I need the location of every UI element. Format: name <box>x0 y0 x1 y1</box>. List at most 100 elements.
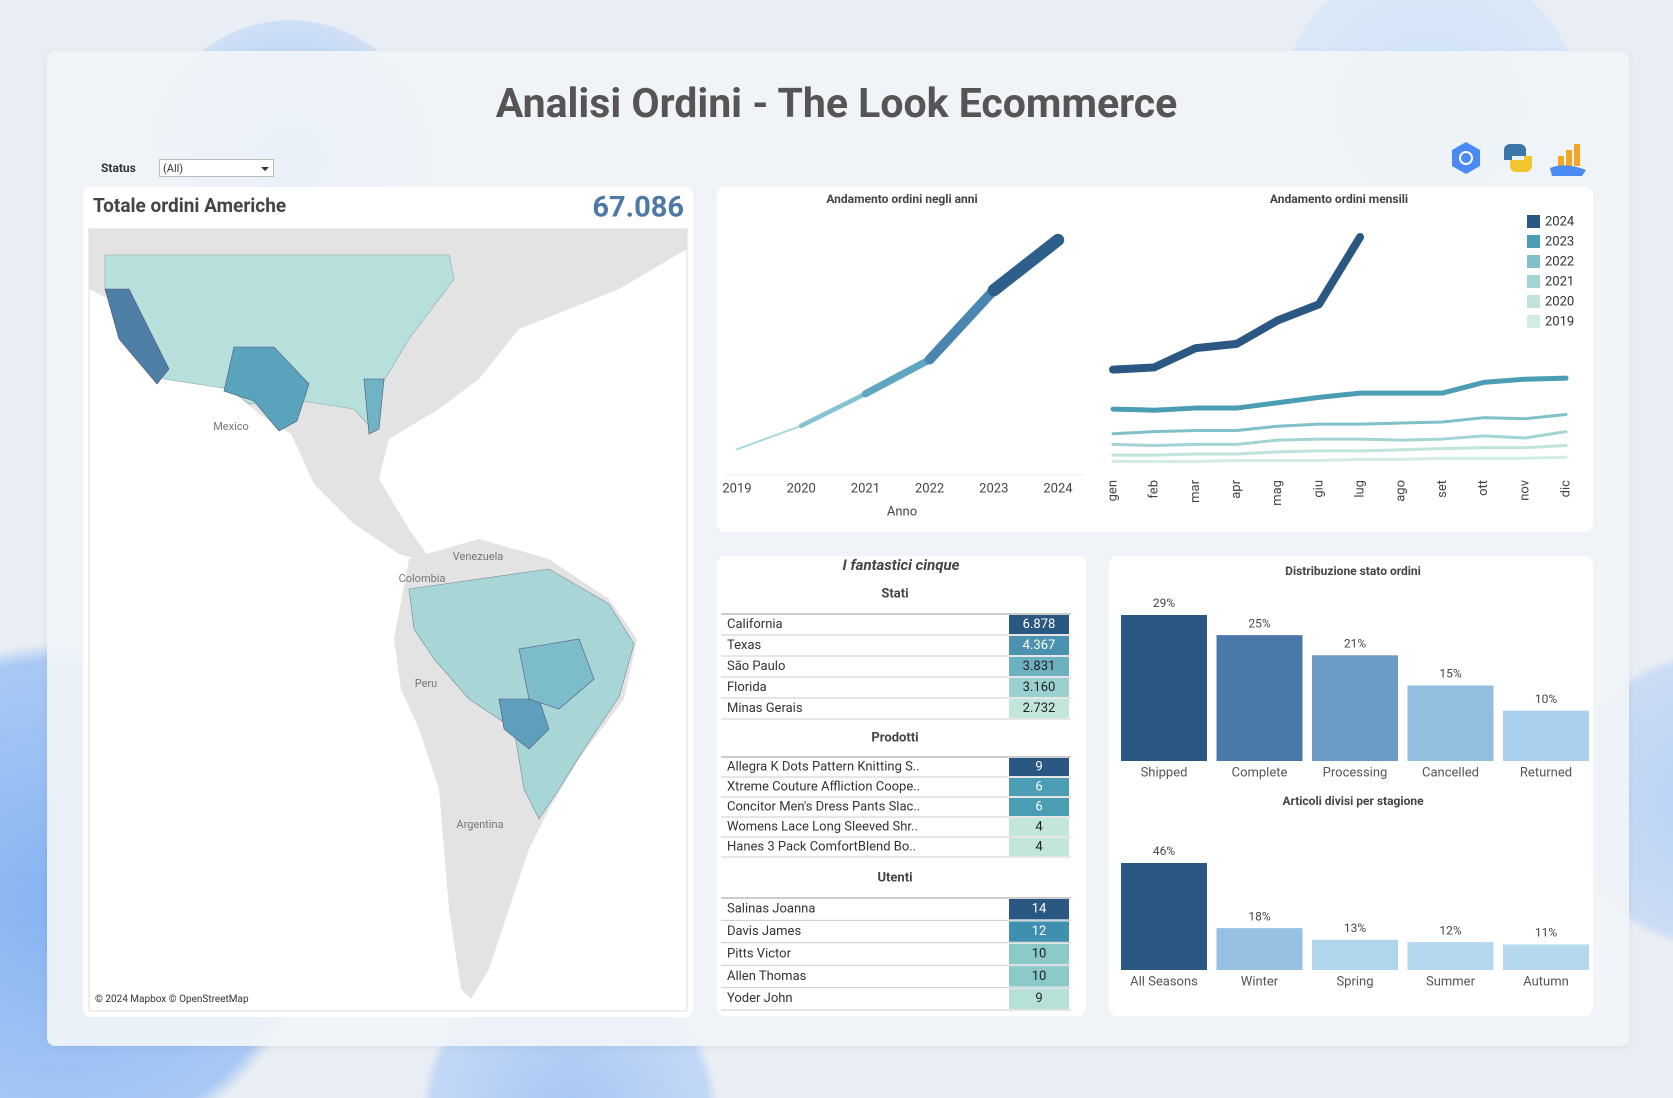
minas-gerais <box>518 638 595 710</box>
legend-label: 2022 <box>1545 254 1574 269</box>
row-name: São Paulo <box>727 659 785 674</box>
row-name: Allen Thomas <box>727 969 807 984</box>
bar <box>1407 942 1494 970</box>
row-name: Davis James <box>727 924 801 939</box>
value-cell <box>1009 818 1069 836</box>
x-tick-label: Shipped <box>1141 765 1188 780</box>
x-tick-label: Processing <box>1323 765 1388 780</box>
value-label: 15% <box>1439 667 1461 681</box>
place-label: Venezuela <box>453 550 504 563</box>
brazil <box>408 568 635 820</box>
analytics-icon <box>1558 156 1564 166</box>
bar <box>1121 615 1207 761</box>
x-tick-label: 2022 <box>915 481 944 496</box>
row-name: Yoder John <box>727 991 793 1006</box>
series-line <box>1111 455 1568 464</box>
series-line <box>1111 430 1568 447</box>
x-tick-label: Winter <box>1241 974 1279 989</box>
series-line <box>1110 375 1569 413</box>
value-cell <box>1009 838 1069 856</box>
place-label: Peru <box>415 677 438 690</box>
row-value: 3.831 <box>1023 659 1056 674</box>
row-name: California <box>727 617 783 632</box>
bar <box>1121 863 1207 970</box>
x-tick-label: Autumn <box>1523 974 1569 989</box>
section-title: Prodotti <box>871 730 918 745</box>
value-cell <box>1009 699 1069 718</box>
legend-swatch <box>1527 235 1540 248</box>
analytics-icon <box>1574 144 1580 166</box>
filter-dropdown[interactable]: (All) <box>159 159 274 177</box>
filter-label: Status <box>101 161 136 175</box>
bar <box>1312 939 1398 970</box>
value-cell <box>1009 943 1069 965</box>
map-shapes <box>89 229 687 999</box>
x-tick-label: 2019 <box>722 481 751 496</box>
line-segment <box>924 285 999 365</box>
value-label: 13% <box>1344 921 1366 935</box>
map-svg: Totale ordini Americhe 67.086 Mexico Ven… <box>88 191 688 1012</box>
x-tick-label: 2020 <box>787 481 816 496</box>
map-title: Totale ordini Americhe <box>93 194 286 217</box>
row-value: 6.878 <box>1023 617 1056 632</box>
map-attribution: © 2024 Mapbox © OpenStreetMap <box>95 993 249 1005</box>
x-tick-label: Returned <box>1520 765 1572 780</box>
row-value: 10 <box>1032 969 1047 984</box>
line-segment <box>798 391 868 429</box>
python-icon <box>1510 156 1532 172</box>
legend-swatch <box>1527 315 1540 328</box>
value-cell <box>1009 636 1069 655</box>
row-name: Texas <box>727 638 762 653</box>
value-label: 18% <box>1248 909 1270 923</box>
value-cell <box>1009 678 1069 697</box>
value-cell <box>1009 798 1069 816</box>
x-tick-label: lug <box>1353 480 1368 498</box>
x-tick-label: Spring <box>1336 974 1373 989</box>
value-label: 12% <box>1439 923 1461 937</box>
value-label: 25% <box>1248 616 1270 630</box>
value-cell <box>1009 988 1069 1009</box>
bar <box>1216 635 1303 761</box>
row-value: 9 <box>1035 759 1042 774</box>
x-tick-label: 2021 <box>851 481 880 496</box>
legend-swatch <box>1527 215 1540 228</box>
legend-label: 2024 <box>1545 214 1575 229</box>
value-label: 10% <box>1535 692 1557 706</box>
x-tick-label: ott <box>1476 480 1491 496</box>
value-cell <box>1009 778 1069 796</box>
bar <box>1312 655 1398 761</box>
value-label: 21% <box>1344 636 1366 650</box>
row-value: 6 <box>1035 799 1042 814</box>
x-tick-label: gen <box>1105 480 1120 501</box>
series-line <box>1111 443 1568 457</box>
row-name: Allegra K Dots Pattern Knitting S.. <box>727 759 920 774</box>
x-tick-label: Cancelled <box>1422 765 1479 780</box>
chart-title: Articoli divisi per stagione <box>1282 794 1424 808</box>
x-tick-label: Summer <box>1426 974 1476 989</box>
value-cell <box>1009 921 1069 942</box>
row-value: 12 <box>1032 924 1047 939</box>
chart-title: Andamento ordini negli anni <box>826 192 977 206</box>
bar <box>1503 710 1589 761</box>
place-label: Colombia <box>399 572 446 585</box>
place-label: Mexico <box>213 420 249 433</box>
legend-label: 2019 <box>1545 314 1574 329</box>
legend-swatch <box>1527 295 1540 308</box>
bigquery-icon <box>1452 142 1480 174</box>
row-name: Xtreme Couture Affliction Coope.. <box>727 779 920 794</box>
table-title: I fantastici cinque <box>843 556 960 574</box>
line-segment <box>861 356 934 398</box>
section-title: Utenti <box>877 870 912 885</box>
bar <box>1216 928 1303 970</box>
row-name: Salinas Joanna <box>727 902 815 917</box>
x-tick-label: ago <box>1394 480 1409 502</box>
chart-title: Distribuzione stato ordini <box>1285 564 1421 578</box>
tool-icons <box>1452 142 1586 176</box>
series-line <box>1111 412 1568 436</box>
texas <box>223 346 310 432</box>
row-value: 3.160 <box>1023 680 1056 695</box>
x-tick-label: 2024 <box>1043 481 1073 496</box>
section-title: Stati <box>881 586 908 601</box>
row-name: Concitor Men's Dress Pants Slac.. <box>727 799 920 814</box>
value-label: 29% <box>1153 596 1175 610</box>
